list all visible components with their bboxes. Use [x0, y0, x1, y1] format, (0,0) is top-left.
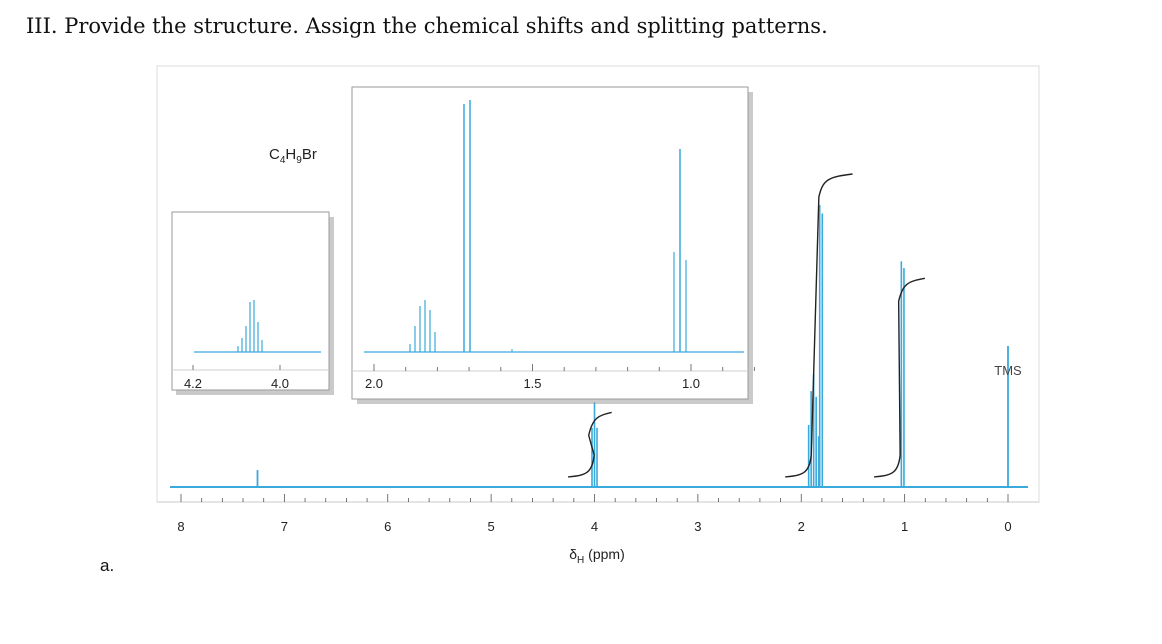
inset-1-tick-label-4.2: 4.2: [184, 376, 202, 391]
inset-2-tick-label-2.0: 2.0: [365, 376, 383, 391]
integral-trace-2: [874, 277, 926, 478]
tick-label-7: 7: [281, 519, 288, 534]
inset-2-ticks: 2.0 1.5 1.0: [365, 364, 755, 391]
tick-label-8: 8: [177, 519, 184, 534]
inset-2-tick-label-1.5: 1.5: [523, 376, 541, 391]
inset-1-tick-label-4.0: 4.0: [271, 376, 289, 391]
tms-label: TMS: [994, 363, 1022, 378]
inset-panel-2: 2.0 1.5 1.0: [351, 86, 755, 404]
tick-label-1: 1: [901, 519, 908, 534]
part-label: a.: [100, 556, 115, 575]
inset-1-spectrum: [194, 300, 321, 353]
integral-trace-0: [568, 411, 612, 478]
tick-label-6: 6: [384, 519, 391, 534]
tick-label-2: 2: [798, 519, 805, 534]
molecular-formula: C4H9Br: [269, 146, 317, 166]
x-axis-ticks: 8 7 6 5 4 3 2 1 0: [177, 494, 1012, 534]
question-heading: III. Provide the structure. Assign the c…: [26, 14, 828, 38]
tick-label-5: 5: [488, 519, 495, 534]
tick-label-3: 3: [694, 519, 701, 534]
inset-panel-1: 4.2 4.0: [171, 211, 334, 395]
tick-label-4: 4: [591, 519, 598, 534]
inset-1-ticks: 4.2 4.0: [184, 365, 289, 391]
inset-2-spectrum: [364, 100, 744, 353]
integral-traces: [568, 173, 926, 478]
tick-label-0: 0: [1004, 519, 1011, 534]
integral-trace-1: [785, 173, 853, 478]
x-axis-label: δH (ppm): [569, 546, 624, 566]
inset-2-tick-label-1.0: 1.0: [682, 376, 700, 391]
